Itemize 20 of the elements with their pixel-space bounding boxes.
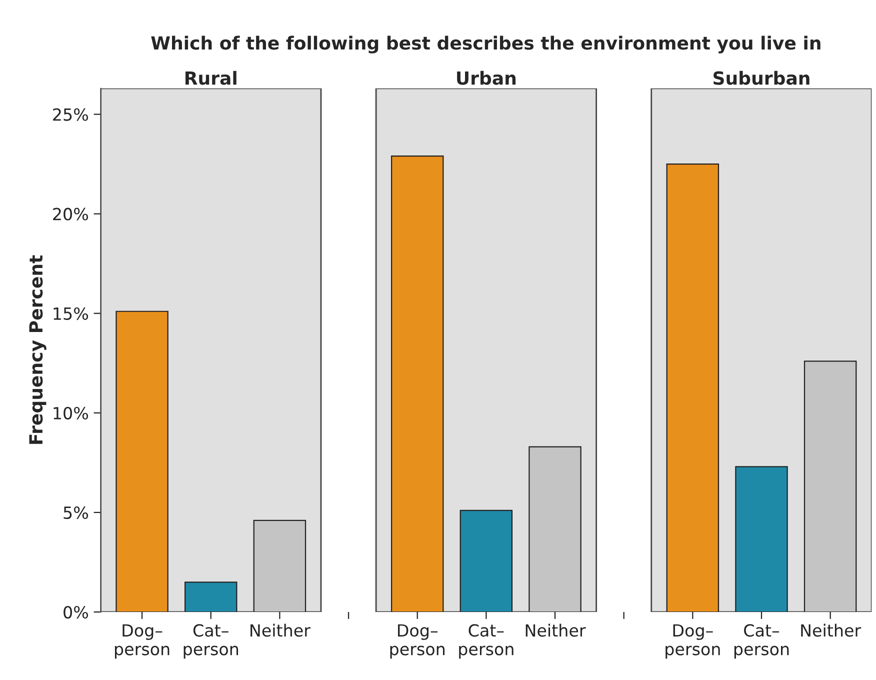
text: Suburban <box>714 70 810 85</box>
y-tick-label: 0% <box>64 606 88 619</box>
x-tick-label: Neither <box>526 624 586 637</box>
y-tick-label: 25% <box>53 108 88 121</box>
x-tick-label: Cat– person <box>459 624 514 659</box>
x-tick-label: Cat– person <box>734 624 789 659</box>
text: Urban <box>457 70 516 85</box>
x-tick-label: Dog– person <box>114 624 170 659</box>
y-axis-title: Frequency Percent <box>29 255 46 444</box>
x-tick-label: Cat– person <box>184 624 238 659</box>
x-tick-label: Neither <box>250 624 310 637</box>
y-tick-label: 20% <box>53 208 88 220</box>
y-tick-label: 10% <box>54 406 88 420</box>
y-tick-label: 15% <box>54 307 88 320</box>
x-tick-label: Neither <box>801 624 862 637</box>
y-tick-label: 5% <box>64 506 88 520</box>
text: Rural <box>186 70 236 85</box>
chart-title: Which of the following best describes the environment you live in <box>151 36 820 54</box>
x-tick-label: Dog– person <box>390 624 444 659</box>
x-tick-label: Dog– person <box>666 624 720 659</box>
